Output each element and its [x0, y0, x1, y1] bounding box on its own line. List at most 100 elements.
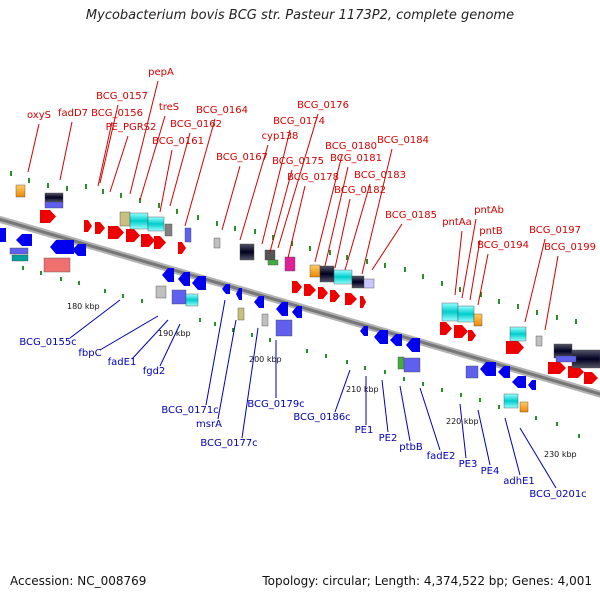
scale-dot [141, 299, 143, 303]
forward-gene-arrow [330, 290, 340, 302]
gene-label: BCG_0197 [529, 225, 581, 236]
scale-dot [575, 319, 577, 324]
gene-label: BCG_0179c [247, 399, 304, 410]
scale-dot [234, 226, 236, 231]
scale-dot [197, 215, 199, 220]
leader-line [469, 239, 481, 301]
tick-label: 200 kbp [249, 355, 282, 364]
leader-line [519, 427, 557, 489]
leader-line [544, 255, 559, 331]
cyan-gene [457, 305, 475, 323]
leader-line [361, 148, 393, 275]
scale-dot [40, 271, 42, 275]
leader-line [205, 299, 226, 406]
label-leaders [27, 80, 559, 489]
gene-label: BCG_0178 [287, 172, 339, 183]
forward-gene-arrow [584, 372, 598, 384]
reverse-gene-arrow [360, 326, 368, 336]
forward-gene-arrow [345, 293, 357, 305]
reverse-gene-arrow [222, 284, 230, 294]
grey-gene [155, 285, 167, 299]
scale-dot [384, 370, 386, 374]
forward-gene-arrow [154, 236, 166, 249]
reverse-gene-arrow [512, 376, 526, 388]
reverse-gene-arrow [254, 296, 264, 308]
navy-gene [319, 265, 335, 283]
gene-label: BCG_0177c [200, 438, 257, 449]
olive-gene [237, 307, 245, 321]
scale-dot [232, 328, 234, 332]
olive-gene [119, 211, 131, 227]
cyan-gene [509, 326, 527, 342]
scale-dot [459, 287, 461, 292]
leader-line [454, 230, 463, 296]
forward-gene-arrow [440, 322, 452, 335]
leader-line [314, 154, 343, 263]
leader-line [241, 327, 259, 439]
accession-text: Accession: NC_008769 [10, 574, 147, 588]
scale-dot [384, 263, 386, 268]
gene-label: BCG_0176 [297, 100, 349, 111]
grey-gene [535, 335, 543, 347]
leader-line [184, 118, 216, 227]
scale-dot [28, 178, 30, 183]
scale-dot [122, 294, 124, 298]
blue-gene [465, 365, 479, 379]
leader-line [261, 129, 291, 245]
gene-label: fbpC [78, 348, 101, 359]
scale-dot [139, 198, 141, 203]
blue-gene [171, 289, 187, 305]
gene-label: pntB [479, 226, 503, 237]
cyan-gene [129, 212, 149, 230]
leader-line [381, 379, 389, 433]
gene-label: BCG_0201c [529, 489, 586, 500]
leader-line [97, 121, 113, 187]
reverse-gene-arrow [480, 362, 496, 376]
gene-label: BCG_0161 [152, 136, 204, 147]
orange-gene [519, 401, 529, 413]
scale-dot [216, 221, 218, 226]
genome-summary-text: Topology: circular; Length: 4,374,522 bp… [262, 574, 592, 588]
scale-dot [214, 322, 216, 326]
navy-gene [239, 243, 255, 261]
leader-line [287, 185, 306, 259]
gene-label: PE3 [459, 459, 478, 470]
scale-dot [102, 189, 104, 194]
gene-label: PE1 [355, 425, 374, 436]
gene-label: BCG_0171c [161, 405, 218, 416]
gene-label: BCG_0155c [19, 337, 76, 348]
reverse-gene-arrow [72, 244, 86, 256]
gene-label: PE2 [379, 433, 398, 444]
reverse-gene-arrow [374, 330, 388, 344]
scale-dot [291, 241, 293, 246]
reverse-gene-arrow [236, 288, 242, 300]
leader-line [59, 121, 73, 181]
forward-gene-arrow [126, 229, 140, 242]
cyan-gene [503, 393, 519, 409]
forward-gene-arrow [108, 226, 124, 239]
leader-line [27, 123, 40, 173]
scale-dot [422, 274, 424, 279]
gene-label: ptbB [399, 442, 423, 453]
teal-gene [11, 254, 29, 262]
scale-dot [346, 360, 348, 364]
forward-gene-arrow [304, 284, 316, 296]
reverse-gene-arrow [390, 334, 402, 346]
scale-dots [10, 171, 580, 438]
gene-label: fadE1 [108, 357, 137, 368]
gene-label: pntAb [474, 205, 504, 216]
gene-label: BCG_0164 [196, 105, 248, 116]
leader-line [504, 417, 521, 476]
reverse-gene-arrow [192, 276, 206, 290]
leader-line [524, 238, 546, 323]
map-title: Mycobacterium bovis BCG str. Pasteur 117… [85, 8, 515, 23]
blue-gene [184, 227, 192, 243]
gene-label: BCG_0183 [354, 170, 406, 181]
leader-line [131, 319, 169, 360]
orange-gene [309, 264, 321, 278]
reverse-gene-arrow [50, 240, 74, 254]
leader-line [159, 323, 181, 367]
scale-dot [578, 434, 580, 438]
grey-gene [261, 313, 269, 327]
